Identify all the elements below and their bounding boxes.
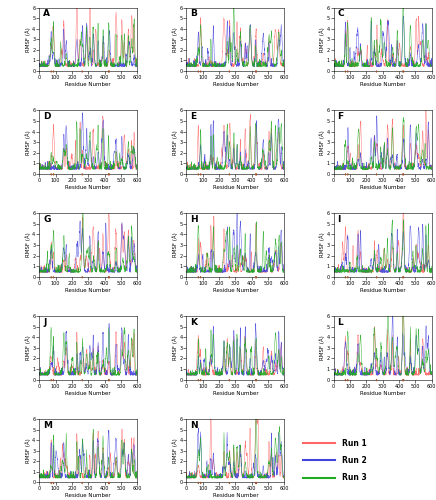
Text: A: A [43,10,50,18]
Text: Run 1: Run 1 [342,438,367,448]
X-axis label: Residue Number: Residue Number [360,82,405,87]
Y-axis label: RMSF (Å): RMSF (Å) [320,130,325,154]
Y-axis label: RMSF (Å): RMSF (Å) [172,336,178,360]
Y-axis label: RMSF (Å): RMSF (Å) [172,438,178,463]
Y-axis label: RMSF (Å): RMSF (Å) [25,438,31,463]
X-axis label: Residue Number: Residue Number [213,390,258,396]
X-axis label: Residue Number: Residue Number [65,494,111,498]
X-axis label: Residue Number: Residue Number [213,82,258,87]
X-axis label: Residue Number: Residue Number [65,82,111,87]
X-axis label: Residue Number: Residue Number [65,390,111,396]
X-axis label: Residue Number: Residue Number [360,390,405,396]
Text: Run 2: Run 2 [342,456,367,465]
Y-axis label: RMSF (Å): RMSF (Å) [172,232,178,258]
Text: H: H [190,215,198,224]
Y-axis label: RMSF (Å): RMSF (Å) [320,336,325,360]
Text: D: D [43,112,51,122]
Text: I: I [337,215,341,224]
X-axis label: Residue Number: Residue Number [360,185,405,190]
Text: N: N [190,421,198,430]
Y-axis label: RMSF (Å): RMSF (Å) [172,27,178,52]
Text: F: F [337,112,344,122]
Text: L: L [337,318,343,327]
Text: G: G [43,215,51,224]
X-axis label: Residue Number: Residue Number [65,185,111,190]
Y-axis label: RMSF (Å): RMSF (Å) [25,27,31,52]
Y-axis label: RMSF (Å): RMSF (Å) [25,336,31,360]
Text: E: E [190,112,197,122]
Text: Run 3: Run 3 [342,473,367,482]
X-axis label: Residue Number: Residue Number [213,288,258,292]
Y-axis label: RMSF (Å): RMSF (Å) [320,232,325,258]
Y-axis label: RMSF (Å): RMSF (Å) [25,130,31,154]
Y-axis label: RMSF (Å): RMSF (Å) [320,27,325,52]
X-axis label: Residue Number: Residue Number [213,185,258,190]
Text: K: K [190,318,198,327]
X-axis label: Residue Number: Residue Number [360,288,405,292]
Y-axis label: RMSF (Å): RMSF (Å) [172,130,178,154]
Text: J: J [43,318,47,327]
Y-axis label: RMSF (Å): RMSF (Å) [25,232,31,258]
X-axis label: Residue Number: Residue Number [213,494,258,498]
Text: C: C [337,10,344,18]
Text: B: B [190,10,197,18]
Text: M: M [43,421,52,430]
X-axis label: Residue Number: Residue Number [65,288,111,292]
